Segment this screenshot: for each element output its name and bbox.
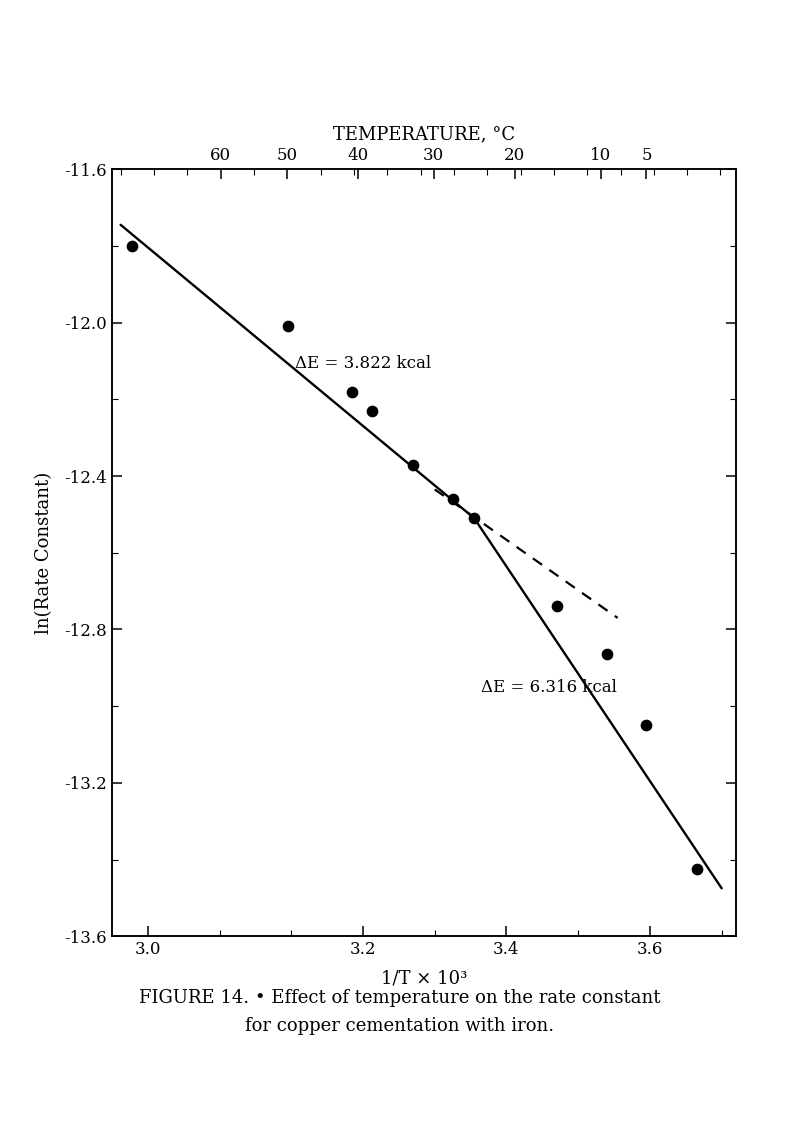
X-axis label: 1/T × 10³: 1/T × 10³ xyxy=(381,969,467,987)
Text: FIGURE 14. • Effect of temperature on the rate constant: FIGURE 14. • Effect of temperature on th… xyxy=(139,989,661,1007)
Text: ΔE = 3.822 kcal: ΔE = 3.822 kcal xyxy=(295,355,431,372)
Point xyxy=(366,402,378,420)
Y-axis label: ln(Rate Constant): ln(Rate Constant) xyxy=(35,472,54,634)
Text: ΔE = 6.316 kcal: ΔE = 6.316 kcal xyxy=(482,679,618,696)
Point xyxy=(407,456,420,474)
Point xyxy=(550,598,563,616)
Point xyxy=(446,490,459,508)
Point xyxy=(468,509,481,527)
Text: for copper cementation with iron.: for copper cementation with iron. xyxy=(246,1017,554,1036)
Point xyxy=(282,317,294,335)
Point xyxy=(640,716,653,734)
X-axis label: TEMPERATURE, °C: TEMPERATURE, °C xyxy=(333,125,515,143)
Point xyxy=(690,861,703,879)
Point xyxy=(126,237,138,255)
Point xyxy=(601,645,614,663)
Point xyxy=(346,382,358,400)
